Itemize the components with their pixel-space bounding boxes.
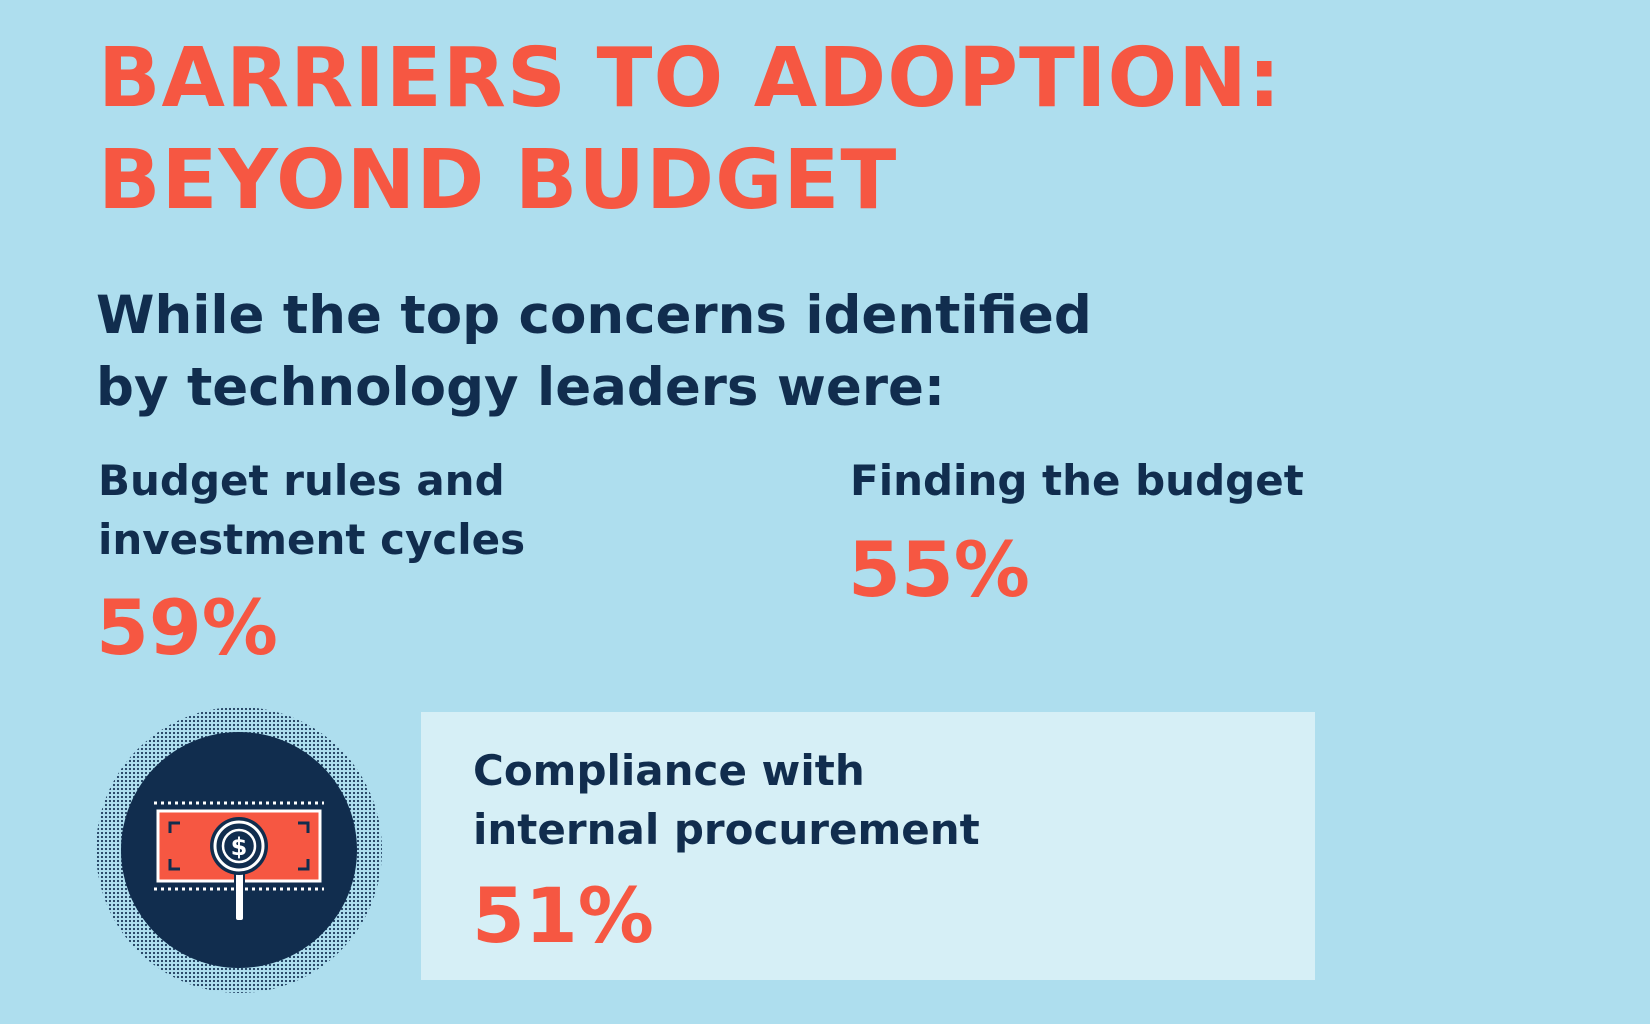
corner-bracket (168, 859, 180, 871)
stat-label-line: investment cycles (98, 515, 526, 564)
intro-line-1: While the top concerns identified (96, 285, 1092, 346)
money-magnifier-badge: $ (96, 707, 382, 993)
corner-bracket (298, 859, 310, 871)
magnifier-lens-outer (210, 817, 268, 875)
magnifier-handle (234, 870, 245, 922)
magnifier-lens-ring (213, 820, 265, 872)
dollar-sign-icon: $ (231, 833, 248, 861)
corner-bracket (168, 821, 180, 833)
intro-line-2: by technology leaders were: (96, 357, 946, 418)
stat-card-procurement: Compliance with internal procurement 51% (421, 712, 1315, 980)
stat-label-line: Compliance with (473, 746, 865, 795)
stat-label-line: Budget rules and (98, 456, 505, 505)
stat-label-finding-budget: Finding the budget (850, 451, 1304, 510)
corner-bracket (298, 821, 310, 833)
stat-label-budget-rules: Budget rules and investment cycles (98, 451, 525, 569)
stat-label-line: Finding the budget (850, 456, 1304, 505)
stat-value-procurement: 51% (472, 871, 654, 960)
stat-value-finding-budget: 55% (848, 525, 1030, 614)
magnifier-lens-inner (221, 828, 257, 864)
title-line-1: BARRIERS TO ADOPTION: (98, 31, 1282, 126)
stat-label-line: internal procurement (473, 805, 980, 854)
page-title: BARRIERS TO ADOPTION: BEYOND BUDGET (98, 28, 1282, 232)
money-magnifier-icon: $ (154, 801, 324, 922)
stat-label-procurement: Compliance with internal procurement (473, 741, 980, 859)
stat-value-budget-rules: 59% (96, 583, 278, 672)
intro-text: While the top concerns identified by tec… (96, 280, 1092, 424)
title-line-2: BEYOND BUDGET (98, 133, 898, 228)
